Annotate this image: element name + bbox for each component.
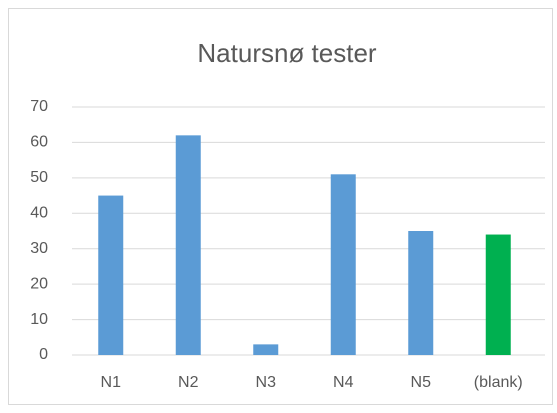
y-tick-label: 10 xyxy=(30,311,48,328)
y-tick-label: 30 xyxy=(30,240,48,257)
bar xyxy=(485,234,511,355)
chart-border xyxy=(8,8,553,405)
x-tick-label: N3 xyxy=(256,374,277,391)
x-tick-label: N2 xyxy=(178,374,199,391)
y-tick-label: 20 xyxy=(30,275,48,292)
bar xyxy=(253,344,279,355)
x-tick-label: N5 xyxy=(411,374,432,391)
y-tick-label: 60 xyxy=(30,134,48,151)
y-tick-label: 0 xyxy=(39,346,48,363)
bar xyxy=(98,195,124,355)
y-tick-label: 70 xyxy=(30,98,48,115)
x-tick-label: N4 xyxy=(333,374,354,391)
bar xyxy=(330,174,356,355)
x-tick-label: (blank) xyxy=(474,374,523,391)
x-tick-label: N1 xyxy=(101,374,122,391)
bar xyxy=(175,135,201,355)
bar xyxy=(408,231,434,355)
y-tick-label: 40 xyxy=(30,205,48,222)
y-tick-label: 50 xyxy=(30,169,48,186)
chart-title: Natursnø tester xyxy=(197,38,377,68)
